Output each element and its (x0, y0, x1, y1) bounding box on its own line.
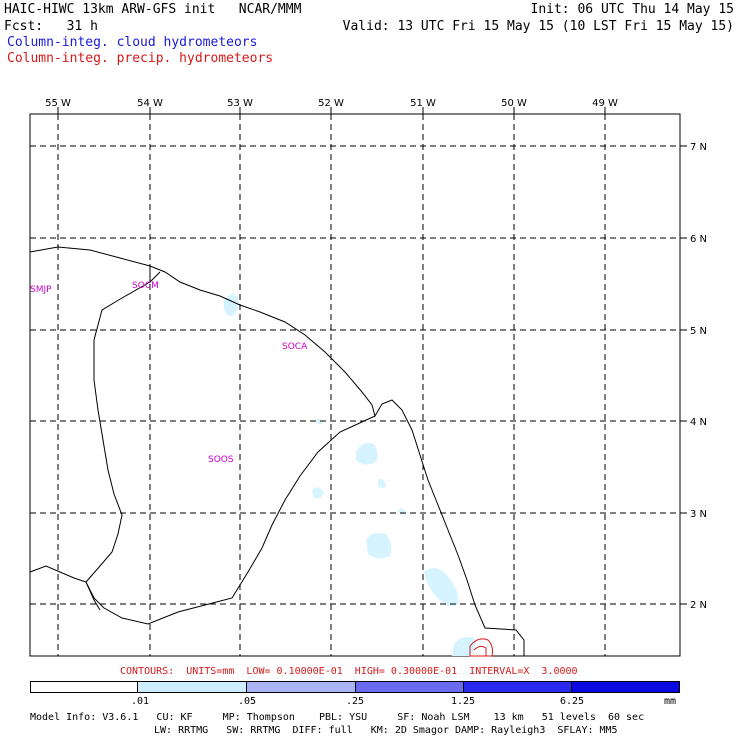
coastlines-borders (29, 246, 525, 656)
colorbar-bin (246, 682, 355, 692)
header-forecast-hour: Fcst: 31 h (4, 19, 98, 34)
cloud-patch (424, 568, 459, 607)
cloud-patch (312, 487, 324, 499)
station-label: SOCM (132, 281, 159, 291)
border-suriname-brazil (85, 281, 151, 583)
header-init-time: Init: 06 UTC Thu 14 May 15 (530, 2, 735, 17)
lon-label: 50 W (501, 98, 527, 109)
border-guyana (29, 565, 101, 611)
cloud-shading (223, 294, 476, 656)
colorbar-tick: .05 (238, 696, 257, 707)
station-label: SOOS (208, 455, 234, 465)
lat-label: 6 N (690, 234, 707, 245)
cloud-patch (366, 532, 392, 559)
coastline (29, 246, 525, 656)
lon-label: 52 W (318, 98, 344, 109)
lon-label: 51 W (410, 98, 436, 109)
cloud-patch (356, 443, 378, 465)
lat-label: 3 N (690, 509, 707, 520)
lat-label: 7 N (690, 142, 707, 153)
station-label: SOCA (282, 342, 308, 352)
lon-label: 54 W (137, 98, 163, 109)
header-valid-time: Valid: 13 UTC Fri 15 May 15 (10 LST Fri … (342, 19, 734, 34)
lat-label: 4 N (690, 417, 707, 428)
lat-label: 2 N (690, 600, 707, 611)
model-info-line1: Model Info: V3.6.1 CU: KF MP: Thompson P… (30, 712, 645, 723)
colorbar-bin (137, 682, 247, 692)
colorbar-bin (462, 682, 571, 692)
border-french-guiana-brazil (85, 415, 376, 625)
colorbar-tick: 6.25 (560, 696, 585, 707)
legend-cloud-hydrometeors: Column-integ. cloud hydrometeors (7, 35, 258, 50)
frame-ticks (57, 107, 687, 605)
lon-label: 53 W (227, 98, 253, 109)
station-label: SMJP (30, 285, 52, 295)
colorbar-bin (354, 682, 463, 692)
lon-label: 49 W (592, 98, 618, 109)
legend-precip-hydrometeors: Column-integ. precip. hydrometeors (7, 51, 274, 66)
precip-contour (473, 645, 487, 656)
map-frame (29, 113, 681, 657)
graticule (30, 114, 680, 656)
colorbar-unit: mm (664, 696, 677, 707)
colorbar-tick: .01 (131, 696, 150, 707)
colorbar-tick: .25 (346, 696, 365, 707)
colorbar-bin (570, 682, 680, 692)
lon-label: 55 W (45, 98, 71, 109)
colorbar (30, 681, 680, 693)
cloud-patch (378, 478, 386, 488)
precip-contour (469, 638, 493, 657)
model-info-line2: LW: RRTMG SW: RRTMG DIFF: full KM: 2D Sm… (154, 725, 618, 736)
colorbar-tick: 1.25 (451, 696, 476, 707)
lat-label: 5 N (690, 326, 707, 337)
header-title: HAIC-HIWC 13km ARW-GFS init NCAR/MMM (4, 2, 302, 17)
colorbar-bin (31, 682, 138, 692)
cloud-patch (316, 418, 322, 425)
contours-info: CONTOURS: UNITS=mm LOW= 0.10000E-01 HIGH… (120, 666, 578, 677)
